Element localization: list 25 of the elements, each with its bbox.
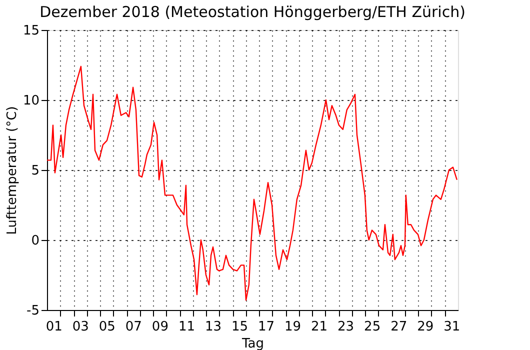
x-tick-label: 09 <box>152 320 168 334</box>
x-tick-label: 01 <box>46 320 62 334</box>
x-tick-label: 21 <box>311 320 328 334</box>
x-tick-label: 15 <box>231 320 248 334</box>
y-axis-title: Lufttemperatur (°C) <box>4 106 20 235</box>
y-tick-label: 5 <box>31 164 40 178</box>
x-tick-label: 03 <box>72 320 89 334</box>
x-tick-label: 11 <box>178 320 195 334</box>
chart-title: Dezember 2018 (Meteostation Hönggerberg/ETH Zürich) <box>40 3 466 21</box>
x-axis-title: Tag <box>240 336 264 350</box>
x-tick-label: 17 <box>258 320 275 334</box>
y-tick-label: 10 <box>22 94 40 108</box>
x-tick-label: 07 <box>125 320 142 334</box>
x-tick-label: 23 <box>338 320 354 334</box>
x-tick-label: 13 <box>204 320 222 334</box>
x-tick-label: 25 <box>364 320 381 334</box>
y-tick-label: -5 <box>26 304 40 318</box>
x-tick-label: 27 <box>390 320 408 334</box>
y-tick-label: 0 <box>31 234 40 248</box>
x-tick-label: 19 <box>284 320 302 334</box>
x-tick-label: 31 <box>444 320 460 334</box>
x-tick-label: 05 <box>98 320 116 334</box>
y-tick-label: 15 <box>22 24 40 38</box>
line-series <box>46 66 458 301</box>
x-tick-label: 29 <box>417 320 434 334</box>
